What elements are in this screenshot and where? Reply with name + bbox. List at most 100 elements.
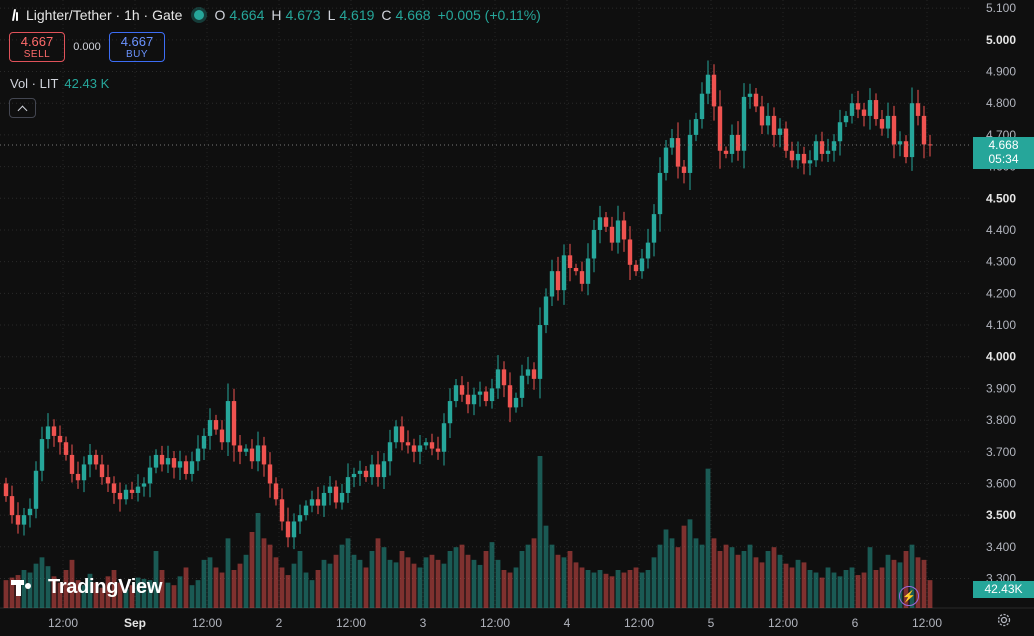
collapse-legend-button[interactable] (9, 98, 36, 118)
volume-bar (711, 538, 717, 608)
candle-body (645, 242, 651, 259)
buy-button[interactable]: 4.667 BUY (109, 32, 165, 62)
volume-bar (561, 557, 567, 608)
candle-body (471, 394, 477, 405)
volume-bar (675, 547, 681, 608)
candle-body (363, 470, 369, 478)
candle-body (201, 435, 207, 449)
time-tick-label: 12:00 (48, 616, 78, 630)
volume-bar (855, 575, 861, 608)
volume-bar (123, 589, 129, 608)
candle-body (753, 93, 759, 107)
volume-bar (195, 580, 201, 608)
volume-bar (843, 570, 849, 608)
price-tick-label: 3.700 (986, 445, 1016, 459)
open-value: 4.664 (229, 7, 265, 23)
candle-body (141, 483, 147, 487)
candle-body (621, 220, 627, 240)
candle-body (225, 401, 231, 443)
volume-bar (321, 559, 327, 608)
candle-body (261, 445, 267, 465)
volume-bar (609, 576, 615, 608)
volume-bar (777, 554, 783, 608)
low-value: 4.619 (339, 7, 375, 23)
candle-body (765, 115, 771, 126)
change-value: +0.005 (+0.11%) (437, 7, 541, 23)
candle-body (153, 454, 159, 468)
volume-bar (903, 551, 909, 608)
candle-body (567, 255, 573, 268)
candle-body (717, 106, 723, 151)
volume-bar (411, 563, 417, 608)
candle-body (93, 454, 99, 465)
candle-body (195, 448, 201, 462)
candle-body (159, 454, 165, 465)
volume-bar (663, 529, 669, 608)
volume-bar (759, 562, 765, 608)
candle-body (429, 442, 435, 449)
volume-bar (183, 567, 189, 608)
candle-body (909, 103, 915, 158)
tradingview-logo[interactable]: TradingView (11, 576, 162, 599)
volume-bar (387, 559, 393, 608)
time-tick-label: 12:00 (480, 616, 510, 630)
volume-bar (267, 544, 273, 608)
volume-bar (423, 557, 429, 608)
candle-body (507, 385, 513, 408)
volume-bar (489, 542, 495, 608)
candle-body (801, 153, 807, 164)
chart-header: Lighter/Tether · 1h · Gate O 4.664 H 4.673… (10, 7, 544, 23)
volume-bar (111, 570, 117, 608)
volume-bar (393, 562, 399, 608)
time-tick-label: 5 (708, 616, 715, 630)
volume-bar (159, 570, 165, 608)
volume-bar (603, 573, 609, 608)
last-price-tag: 4.668 05:34 (973, 137, 1034, 169)
candle-body (759, 106, 765, 126)
volume-bar (915, 557, 921, 608)
candle-body (69, 454, 75, 474)
candle-body (441, 423, 447, 452)
candle-body (807, 160, 813, 164)
candle-body (477, 391, 483, 395)
time-tick-label: 2 (276, 616, 283, 630)
volume-bar (549, 544, 555, 608)
candle-body (711, 74, 717, 107)
volume-bar (177, 576, 183, 608)
candle-body (639, 258, 645, 272)
volume-bar (783, 563, 789, 608)
volume-bar (105, 576, 111, 608)
candle-body (333, 486, 339, 503)
candle-body (849, 103, 855, 116)
volume-bar (597, 570, 603, 608)
candle-body (687, 134, 693, 173)
price-tick-label: 3.800 (986, 413, 1016, 427)
candle-body (81, 464, 87, 481)
candles (3, 60, 933, 550)
candle-body (231, 401, 237, 446)
candle-body (585, 258, 591, 284)
candle-body (675, 138, 681, 167)
volume-bar (849, 567, 855, 608)
volume-bar (717, 551, 723, 608)
gear-icon[interactable] (996, 612, 1012, 628)
candle-body (375, 464, 381, 478)
lightning-icon[interactable]: ⚡ (899, 586, 919, 606)
candle-body (825, 150, 831, 154)
close-value: 4.668 (395, 7, 431, 23)
candle-body (843, 115, 849, 123)
volume-bar (495, 559, 501, 608)
candle-body (615, 220, 621, 243)
sell-button[interactable]: 4.667 SELL (9, 32, 65, 62)
volume-bar (633, 567, 639, 608)
candle-body (915, 103, 921, 116)
candle-body (447, 401, 453, 424)
symbol-title[interactable]: Lighter/Tether · 1h · Gate (26, 7, 183, 23)
volume-legend[interactable]: Vol · LIT 42.43 K (10, 76, 110, 91)
candle-body (309, 499, 315, 506)
volume-bar (57, 582, 63, 608)
candle-body (501, 369, 507, 386)
volume-bar (741, 551, 747, 608)
volume-bar (171, 585, 177, 608)
